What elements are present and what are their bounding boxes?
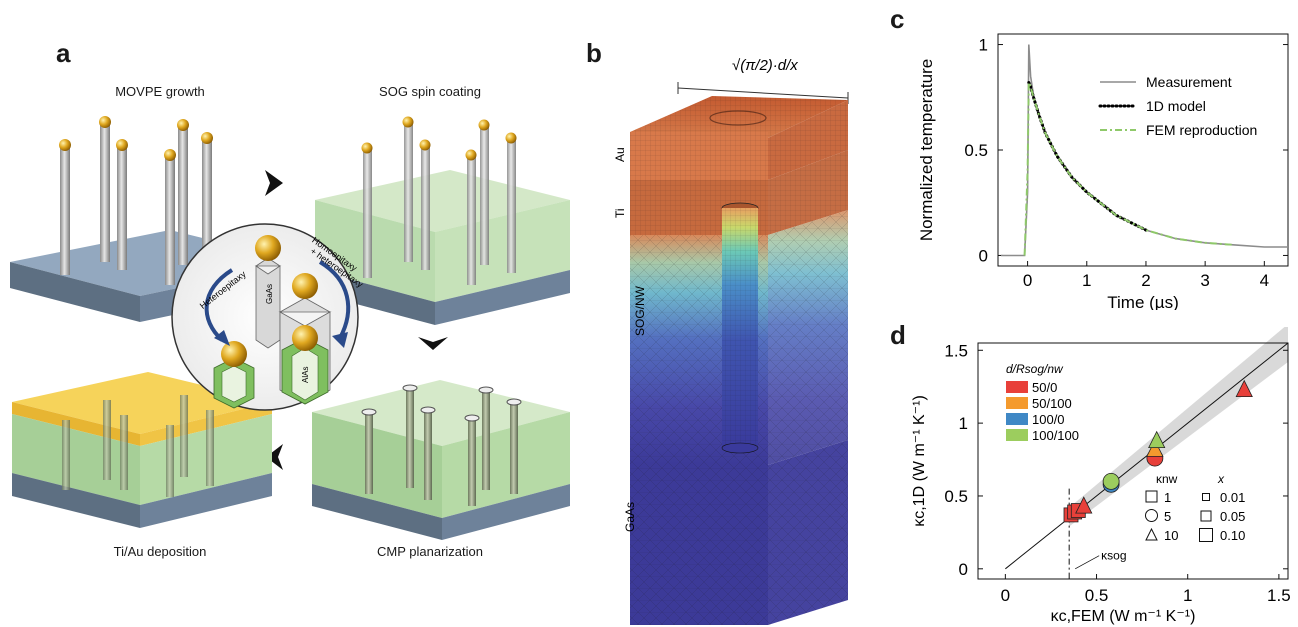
nanowires-sog [361, 116, 517, 285]
plot-frame [977, 342, 1289, 580]
inset-label-alas: AlAs [301, 367, 310, 383]
data-point-triangle [1075, 496, 1093, 514]
homoepitaxy-arrow [318, 260, 351, 339]
ksog-annotation: κsog [1101, 549, 1126, 563]
inset-label-gaas: GaAs [265, 284, 274, 304]
data-point-triangle [1235, 379, 1253, 398]
dimension-label: √(π/2)·d/x [732, 57, 798, 74]
legend-size-square [1199, 528, 1213, 542]
legend-swatch [1006, 397, 1028, 409]
fem-mesh-figure: √(π/2)·d/x Au Ti SOG/NW GaAs [613, 57, 849, 625]
series-line-fem-reproduction [1023, 82, 1235, 256]
x-tick-label: 3 [1200, 271, 1209, 290]
process-schematic: Heteroepitaxy Homoepitaxy + heteroepitax… [10, 116, 570, 540]
legend-swatch [1006, 429, 1028, 441]
legend-label: FEM reproduction [1146, 122, 1257, 138]
y-axis-label: Normalized temperature [917, 59, 936, 241]
x-tick-label: 1 [1183, 586, 1192, 605]
epitaxy-inset: Heteroepitaxy Homoepitaxy + heteroepitax… [171, 223, 365, 411]
plot-frame [997, 33, 1289, 267]
legend-marker-label: 10 [1164, 528, 1178, 543]
layer-label-sog-nw: SOG/NW [633, 285, 647, 336]
x-tick-label: 2 [1141, 271, 1150, 290]
x-tick-label: 0 [1023, 271, 1032, 290]
marker-legend-x-title: x [1217, 472, 1225, 486]
x-tick-label: 4 [1260, 271, 1269, 290]
layer-label-ti: Ti [613, 208, 627, 218]
legend-label: 50/0 [1032, 380, 1057, 395]
panel-letter-c: c [890, 4, 905, 34]
ksog-pointer [1074, 555, 1100, 570]
x-tick-label: 0.5 [1085, 586, 1109, 605]
legend-size-label: 0.10 [1220, 528, 1245, 543]
nanowires-movpe [59, 116, 213, 285]
legend-size-square [1200, 510, 1212, 522]
step-tiau-deposition: Ti/Au deposition [113, 544, 207, 559]
y-tick-label: 0.5 [944, 487, 968, 506]
arrow-down [418, 337, 448, 350]
legend-label: 100/100 [1032, 428, 1079, 443]
nanowires-tiau [62, 395, 214, 497]
x-axis-label: κc,FEM (W m⁻¹ K⁻¹) [1051, 608, 1196, 625]
legend-marker-triangle [1145, 527, 1158, 541]
color-legend-title: d/Rsog/nw [1006, 362, 1064, 376]
legend-marker-circle [1145, 509, 1158, 522]
legend-swatch [1006, 413, 1028, 425]
data-point-triangle [1146, 439, 1164, 457]
step-sog-spin-coating: SOG spin coating [379, 84, 481, 99]
data-point-triangle [1148, 430, 1166, 449]
marker-legend-knw-title: κnw [1156, 472, 1178, 486]
legend-size-label: 0.01 [1220, 490, 1245, 505]
y-tick-label: 1 [979, 36, 988, 55]
legend-size-square [1202, 493, 1210, 501]
panel-letter-d: d [890, 320, 906, 350]
block-cmp [312, 380, 570, 540]
panel-letter-a: a [56, 38, 71, 68]
legend-label: 100/0 [1032, 412, 1065, 427]
panel-letter-b: b [586, 38, 602, 68]
confidence-band [1069, 327, 1288, 527]
step-movpe-growth: MOVPE growth [115, 84, 205, 99]
arrow-right [265, 170, 283, 196]
legend-marker-label: 1 [1164, 490, 1171, 505]
x-axis-label: Time (µs) [1107, 293, 1179, 310]
legend-label: 50/100 [1032, 396, 1072, 411]
layer-label-au: Au [613, 147, 627, 162]
legend-label: 1D model [1146, 98, 1206, 114]
dimension-line [677, 87, 849, 99]
y-tick-label: 0 [979, 246, 988, 265]
legend-marker-square [1145, 490, 1158, 503]
data-point-circle [1102, 472, 1120, 490]
legend-size-label: 0.05 [1220, 509, 1245, 524]
y-axis-label: κc,1D (W m⁻¹ K⁻¹) [911, 395, 928, 527]
y-tick-label: 0.5 [964, 141, 988, 160]
x-tick-label: 1 [1082, 271, 1091, 290]
y-tick-label: 0 [959, 560, 968, 579]
chart-d: κsog 0 0.5 1 1.5 0 0.5 1 1.5 κc,FEM (W m⁻¹ K⁻¹) κc… [911, 327, 1291, 625]
y-tick-label: 1.5 [944, 341, 968, 360]
x-tick-label: 1.5 [1267, 586, 1291, 605]
arrow-left [266, 444, 283, 470]
x-tick-label: 0 [1001, 586, 1010, 605]
legend-swatch [1006, 381, 1028, 393]
legend-marker-label: 5 [1164, 509, 1171, 524]
heteroepitaxy-arrow [204, 268, 234, 342]
legend-label: Measurement [1146, 74, 1232, 90]
y-tick-label: 1 [959, 414, 968, 433]
nanowires-cmp [361, 384, 522, 506]
step-cmp-planarization: CMP planarization [377, 544, 483, 559]
chart-c: 0 1 2 3 4 0 0.5 1 Time (µs) Normalized temperatur… [917, 33, 1289, 310]
layer-label-gaas: GaAs [623, 502, 637, 532]
series-line-measurement [1001, 44, 1288, 257]
